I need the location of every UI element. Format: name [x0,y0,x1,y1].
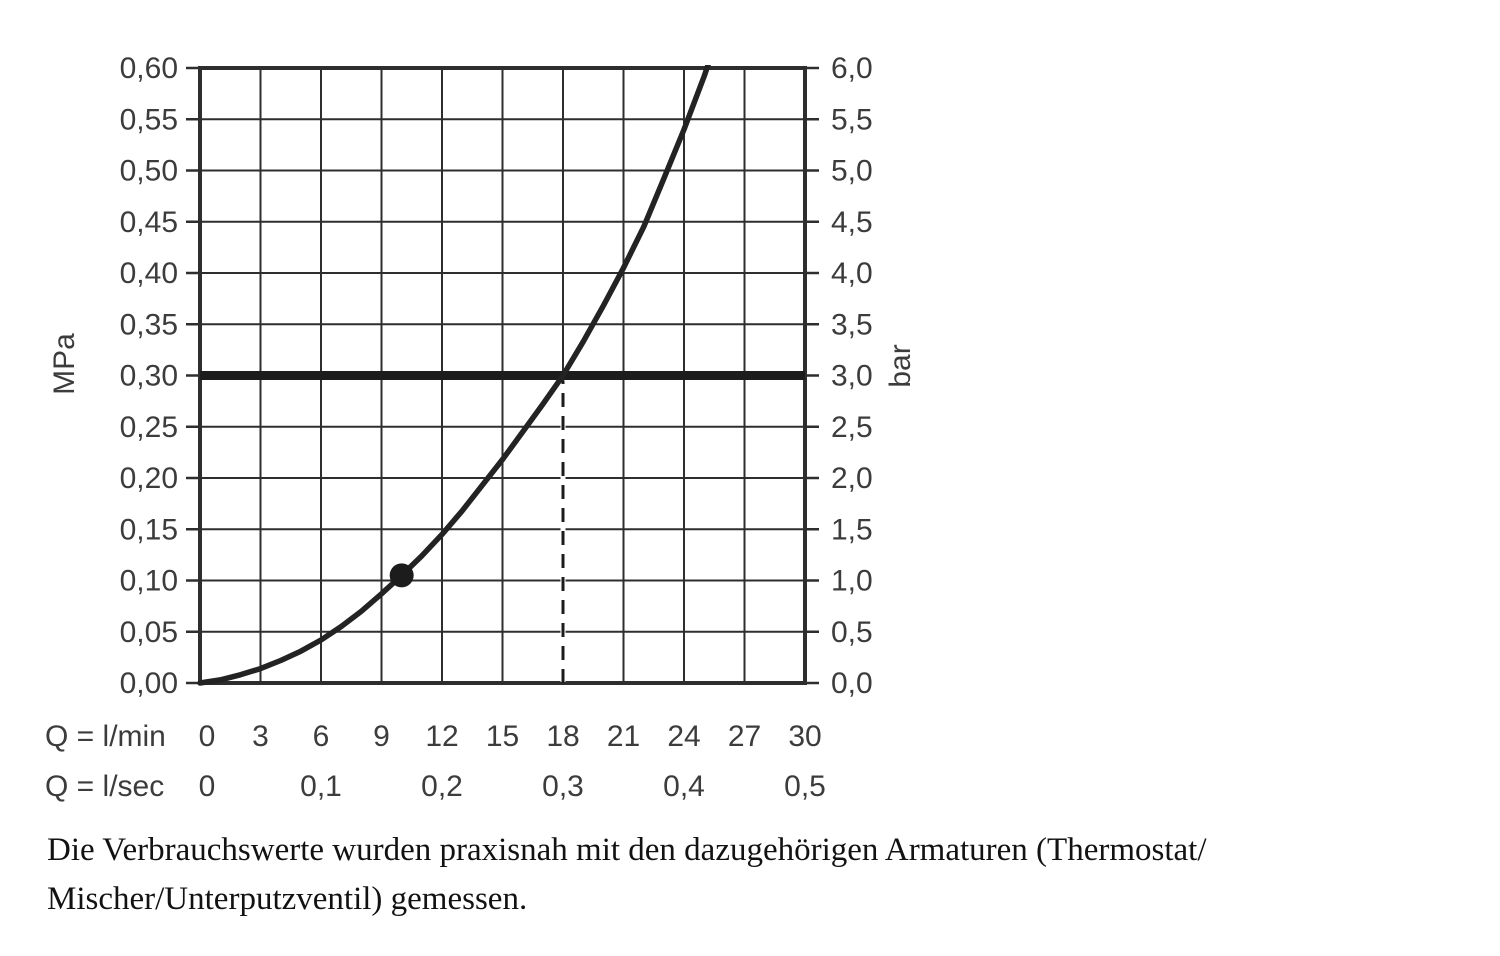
axis-tick-marks [186,66,819,685]
svg-text:0,5: 0,5 [831,616,873,649]
x-lmin-tick-labels: 0 3 6 9 12 15 18 21 24 27 30 [199,720,822,753]
svg-text:2,0: 2,0 [831,462,873,495]
svg-text:3,0: 3,0 [831,360,873,393]
flow-chart: 0,600,550,500,450,400,350,300,250,200,15… [45,52,917,803]
svg-text:0,5: 0,5 [784,770,826,803]
svg-text:4,0: 4,0 [831,257,873,290]
y-left-axis-title: MPa [48,333,81,395]
svg-text:24: 24 [667,720,700,753]
svg-text:0,45: 0,45 [120,206,178,239]
svg-text:2,5: 2,5 [831,411,873,444]
svg-text:27: 27 [728,720,761,753]
svg-text:12: 12 [425,720,458,753]
svg-text:6,0: 6,0 [831,52,873,85]
svg-text:0,55: 0,55 [120,103,178,136]
x-axis-row2-label: Q = l/sec [45,770,164,803]
y-right-tick-labels: 6,0 5,5 5,0 4,5 4,0 3,5 3,0 2,5 2,0 1,5 1,0 0,5 0,0 [831,52,873,700]
svg-text:0,50: 0,50 [120,155,178,188]
y-left-tick-labels: 0,60 0,55 0,50 0,45 0,40 0,35 0,30 0,25 0,20 0,15… [120,52,178,700]
svg-text:0,2: 0,2 [421,770,463,803]
svg-text:5,5: 5,5 [831,103,873,136]
svg-text:4,5: 4,5 [831,206,873,239]
svg-text:0,25: 0,25 [120,411,178,444]
svg-text:0,60: 0,60 [120,52,178,85]
svg-text:0,0: 0,0 [831,667,873,700]
svg-text:21: 21 [607,720,640,753]
caption-line-1: Die Verbrauchswerte wurden praxisnah mit… [47,832,1207,868]
x-lsec-tick-labels: 0 0,1 0,2 0,3 0,4 0,5 [199,770,826,803]
svg-text:1,5: 1,5 [831,513,873,546]
svg-text:0,10: 0,10 [120,565,178,598]
svg-text:18: 18 [546,720,579,753]
svg-text:0,15: 0,15 [120,513,178,546]
y-right-axis-title: bar [884,344,917,387]
svg-text:0,30: 0,30 [120,360,178,393]
svg-text:0,35: 0,35 [120,308,178,341]
svg-text:30: 30 [788,720,821,753]
marker-dot [389,563,414,588]
svg-text:0,05: 0,05 [120,616,178,649]
svg-text:0,20: 0,20 [120,462,178,495]
svg-text:5,0: 5,0 [831,155,873,188]
svg-text:0: 0 [199,770,216,803]
svg-text:6: 6 [313,720,330,753]
caption-line-2: Mischer/Unterputzventil) gemessen. [47,881,528,917]
svg-text:3,5: 3,5 [831,308,873,341]
chart-area: 0,60 0,55 0,50 0,45 0,40 0,35 0,30 0,25 0,20 0,15… [45,52,917,803]
svg-text:0,00: 0,00 [120,667,178,700]
svg-text:1,0: 1,0 [831,565,873,598]
svg-text:9: 9 [373,720,390,753]
svg-text:0,40: 0,40 [120,257,178,290]
chart-caption: Die Verbrauchswerte wurden praxisnah mit… [47,826,1447,924]
svg-text:3: 3 [252,720,269,753]
svg-text:0,3: 0,3 [542,770,584,803]
svg-text:0,4: 0,4 [663,770,705,803]
svg-text:15: 15 [486,720,519,753]
svg-text:0: 0 [199,720,216,753]
x-axis-row1-label: Q = l/min [45,720,166,753]
svg-text:0,1: 0,1 [300,770,342,803]
pressure-loss-curve [197,65,711,686]
